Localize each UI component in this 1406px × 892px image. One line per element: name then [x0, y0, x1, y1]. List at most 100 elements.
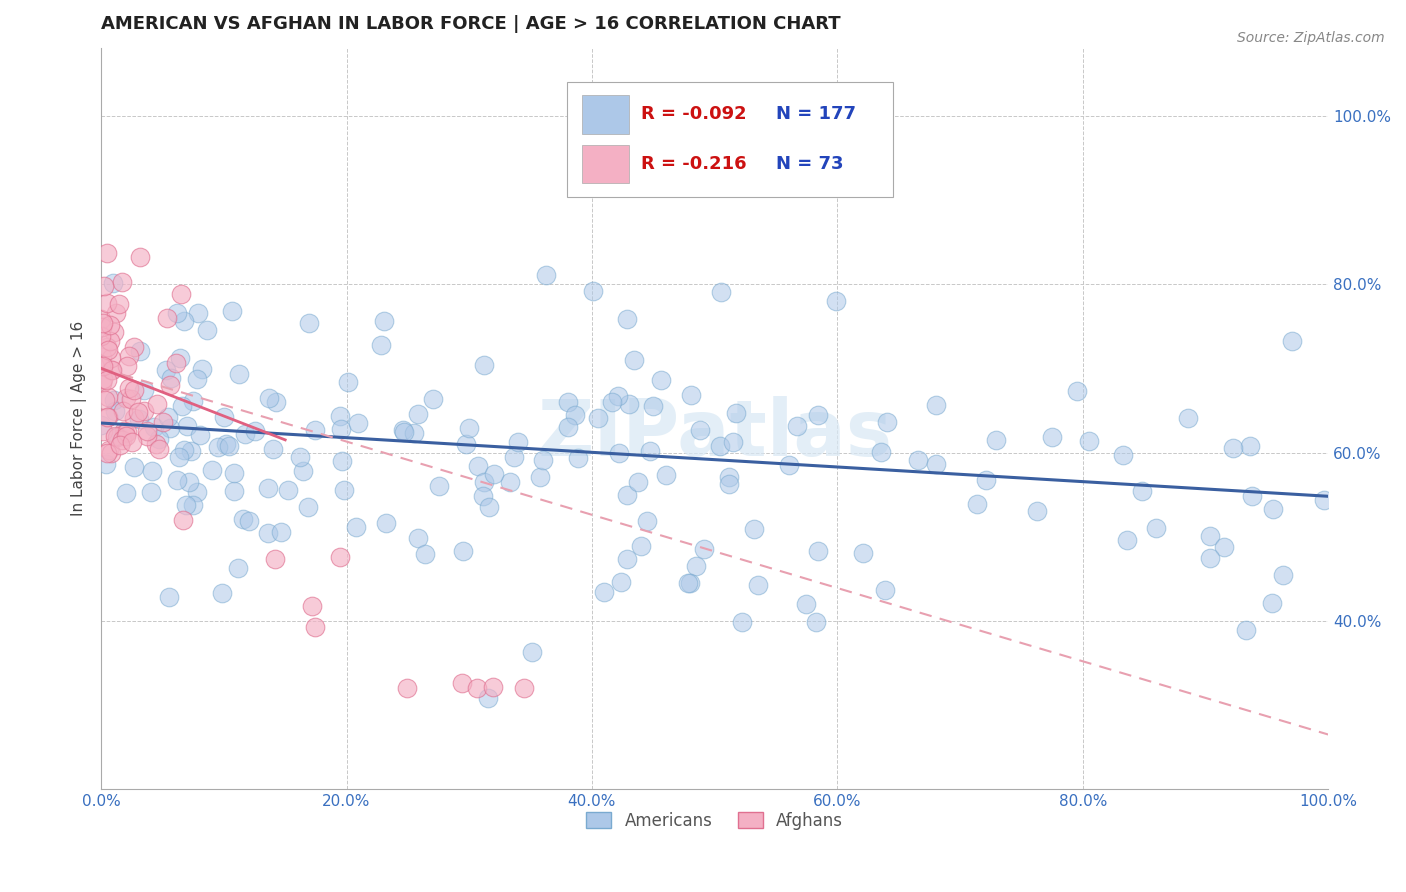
- Point: [693, 541, 716, 556]
- Text: Source: ZipAtlas.com: Source: ZipAtlas.com: [1237, 31, 1385, 45]
- Point: [373, 313, 395, 327]
- Point: [103, 326, 125, 340]
- Point: [148, 442, 170, 457]
- Point: [288, 450, 311, 464]
- Point: [1263, 502, 1285, 516]
- Point: [245, 425, 267, 439]
- Point: [112, 404, 135, 418]
- Point: [503, 450, 526, 465]
- Point: [291, 464, 314, 478]
- Point: [222, 466, 245, 480]
- Point: [616, 311, 638, 326]
- Text: AMERICAN VS AFGHAN IN LABOR FORCE | AGE > 16 CORRELATION CHART: AMERICAN VS AFGHAN IN LABOR FORCE | AGE …: [101, 15, 841, 33]
- Point: [277, 483, 299, 497]
- Point: [98, 318, 121, 333]
- Point: [159, 378, 181, 392]
- Point: [344, 520, 367, 534]
- Point: [157, 410, 180, 425]
- Point: [118, 349, 141, 363]
- Point: [96, 340, 118, 354]
- Point: [636, 514, 658, 528]
- Point: [90, 329, 112, 343]
- Point: [630, 539, 652, 553]
- Point: [233, 427, 256, 442]
- Point: [94, 393, 117, 408]
- Point: [689, 423, 711, 437]
- Point: [717, 477, 740, 491]
- Point: [592, 585, 614, 599]
- Point: [98, 334, 121, 349]
- Point: [107, 429, 129, 443]
- Point: [170, 399, 193, 413]
- Point: [337, 375, 360, 389]
- Point: [723, 435, 745, 450]
- Point: [392, 425, 415, 439]
- Point: [96, 296, 118, 310]
- Point: [1281, 334, 1303, 348]
- Point: [97, 442, 120, 457]
- Point: [610, 575, 633, 590]
- Point: [93, 278, 115, 293]
- Point: [709, 439, 731, 453]
- Point: [1261, 597, 1284, 611]
- Point: [824, 293, 846, 308]
- Point: [186, 372, 208, 386]
- Point: [135, 429, 157, 443]
- Point: [731, 615, 754, 629]
- Point: [93, 316, 115, 330]
- Point: [145, 397, 167, 411]
- Point: [329, 550, 352, 565]
- Point: [1272, 568, 1295, 582]
- Point: [725, 406, 748, 420]
- Point: [925, 457, 948, 471]
- Point: [564, 408, 586, 422]
- Point: [453, 543, 475, 558]
- Point: [111, 275, 134, 289]
- Point: [609, 445, 631, 459]
- Point: [100, 363, 122, 377]
- Point: [406, 531, 429, 545]
- FancyBboxPatch shape: [568, 82, 893, 196]
- Point: [132, 383, 155, 397]
- Point: [513, 681, 536, 696]
- Point: [110, 433, 132, 447]
- Point: [91, 359, 114, 373]
- Text: N = 73: N = 73: [776, 155, 844, 173]
- Point: [710, 285, 733, 299]
- Point: [105, 430, 128, 444]
- Point: [152, 415, 174, 429]
- Point: [124, 460, 146, 475]
- Bar: [582, 145, 628, 183]
- Point: [406, 407, 429, 421]
- Point: [804, 615, 827, 630]
- Point: [404, 426, 426, 441]
- Point: [1222, 441, 1244, 455]
- Point: [1234, 624, 1257, 638]
- Point: [90, 311, 112, 326]
- Text: R = -0.216: R = -0.216: [641, 155, 747, 173]
- Point: [718, 470, 741, 484]
- Point: [90, 359, 112, 373]
- Point: [228, 367, 250, 381]
- Point: [1199, 529, 1222, 543]
- Point: [807, 409, 830, 423]
- Point: [201, 463, 224, 477]
- Point: [94, 457, 117, 471]
- Text: N = 177: N = 177: [776, 105, 856, 123]
- Text: ZIPatlas: ZIPatlas: [537, 396, 893, 472]
- Point: [166, 306, 188, 320]
- Point: [679, 388, 702, 402]
- Point: [128, 411, 150, 425]
- Point: [122, 383, 145, 397]
- Text: R = -0.092: R = -0.092: [641, 105, 747, 123]
- Point: [1241, 489, 1264, 503]
- Point: [557, 395, 579, 409]
- Point: [232, 512, 254, 526]
- Point: [167, 450, 190, 464]
- Point: [557, 419, 579, 434]
- Point: [304, 620, 326, 634]
- Point: [330, 454, 353, 468]
- Point: [115, 391, 138, 405]
- Point: [778, 458, 800, 472]
- Point: [520, 645, 543, 659]
